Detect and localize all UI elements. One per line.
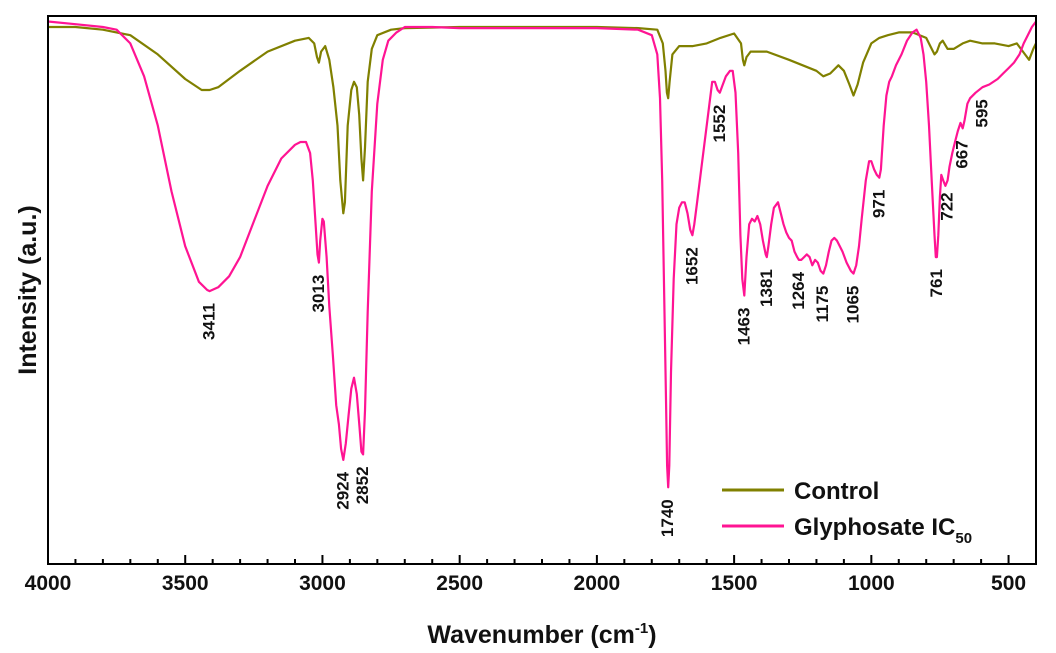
series-line-0 xyxy=(48,25,1037,215)
series-line-1 xyxy=(47,20,1037,489)
x-tick-label: 500 xyxy=(991,572,1026,595)
peak-label: 1463 xyxy=(734,308,753,346)
x-tick-label: 2500 xyxy=(436,572,483,595)
peak-label: 722 xyxy=(938,192,957,220)
x-tick-label: 4000 xyxy=(25,572,72,595)
peak-label: 3013 xyxy=(309,275,328,313)
peak-label: 3411 xyxy=(200,303,219,340)
peak-label: 2852 xyxy=(353,466,372,504)
peak-label: 1381 xyxy=(757,269,776,307)
peak-label: 667 xyxy=(953,140,972,168)
x-tick-label: 3000 xyxy=(299,572,346,595)
peak-label: 971 xyxy=(869,190,888,218)
legend-label-control: Control xyxy=(794,478,879,505)
x-tick-label: 3500 xyxy=(162,572,209,595)
legend: Control Glyphosate IC50 xyxy=(722,478,972,547)
x-tick-label: 1000 xyxy=(848,572,895,595)
peak-label: 595 xyxy=(973,99,992,127)
y-axis-title: Intensity (a.u.) xyxy=(14,205,42,374)
peak-label: 1740 xyxy=(658,499,677,537)
x-tick-label: 2000 xyxy=(574,572,621,595)
peak-label: 1065 xyxy=(843,286,862,324)
peak-label: 1264 xyxy=(789,271,808,309)
x-axis-title: Wavenumber (cm-1) xyxy=(427,620,656,649)
plot-area xyxy=(48,16,1036,564)
x-tick-label: 1500 xyxy=(711,572,758,595)
peak-label: 1652 xyxy=(682,247,701,285)
legend-label-glyphosate: Glyphosate IC50 xyxy=(794,514,972,547)
plot-frame xyxy=(47,15,1037,565)
peak-label: 761 xyxy=(927,269,946,297)
ticks-layer: 4000 3500 3000 2500 2000 1500 1000 500 xyxy=(25,555,1026,595)
peak-label: 1175 xyxy=(813,286,832,323)
series-layer xyxy=(47,20,1037,489)
peak-label: 1552 xyxy=(710,105,729,143)
peak-label: 2924 xyxy=(333,471,352,509)
